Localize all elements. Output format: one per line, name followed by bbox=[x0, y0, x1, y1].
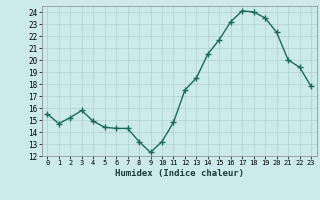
X-axis label: Humidex (Indice chaleur): Humidex (Indice chaleur) bbox=[115, 169, 244, 178]
